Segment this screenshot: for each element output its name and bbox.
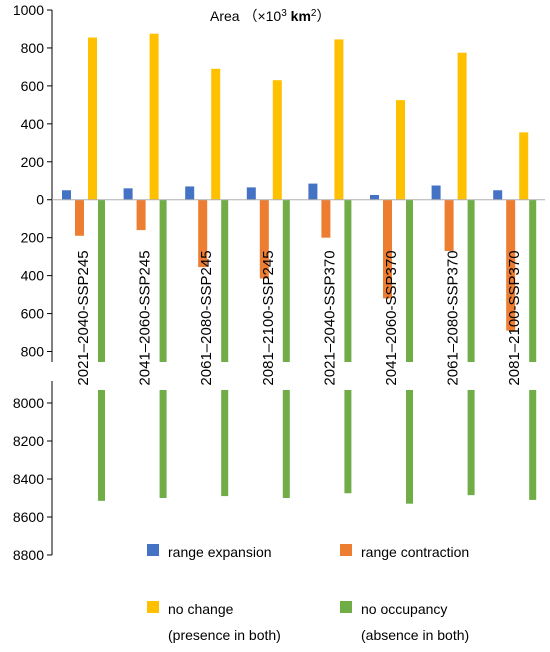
bar-2-2 bbox=[211, 68, 221, 200]
legend: range expansion range contraction no chang… bbox=[147, 544, 469, 643]
bar-0-4 bbox=[308, 183, 318, 200]
legend-swatch bbox=[340, 601, 352, 613]
upper-tick-label: 400 bbox=[21, 268, 45, 284]
chart-title-text: Area （×103 km2） bbox=[210, 8, 330, 24]
lower-tick-label: 8200 bbox=[13, 433, 44, 449]
legend-label: (absence in both) bbox=[361, 627, 469, 643]
lower-tick-label: 8800 bbox=[13, 547, 44, 563]
legend-label: range contraction bbox=[361, 544, 469, 560]
legend-label: no occupancy bbox=[361, 601, 447, 617]
category-labels-layer: 2021–2040-SSP245 2041–2060-SSP245 2061–208… bbox=[75, 250, 523, 385]
bar-1-0 bbox=[75, 199, 84, 236]
bar-2-4 bbox=[334, 39, 344, 200]
bar-1-6 bbox=[444, 199, 454, 251]
upper-tick-label: 200 bbox=[21, 154, 45, 170]
lower-tick-label: 8400 bbox=[13, 471, 44, 487]
bar-3-0-lower bbox=[98, 390, 105, 501]
chart-title: Area （×103 km2） bbox=[210, 8, 330, 24]
legend-label: no change bbox=[168, 601, 234, 617]
bar-0-5 bbox=[370, 194, 379, 200]
upper-tick-label: 200 bbox=[21, 230, 45, 246]
upper-tick-label: 0 bbox=[36, 192, 44, 208]
bar-3-3-upper bbox=[282, 199, 290, 362]
bar-2-7 bbox=[519, 132, 529, 200]
bar-2-5 bbox=[396, 100, 405, 200]
axes-layer: 1000 800 600 400 200 0 200 400 600 800 8000 8200 840… bbox=[13, 2, 545, 563]
bar-3-7-lower bbox=[529, 390, 537, 500]
upper-tick-label: 800 bbox=[21, 40, 45, 56]
category-label: 2081–2100-SSP245 bbox=[260, 250, 277, 385]
bar-3-2-upper bbox=[221, 199, 229, 362]
category-label: 2061–2080-SSP245 bbox=[198, 250, 215, 385]
category-label: 2021–2040-SSP245 bbox=[75, 250, 92, 385]
legend-swatch bbox=[340, 544, 352, 556]
category-label: 2061–2080-SSP370 bbox=[445, 250, 462, 385]
bar-3-1-upper bbox=[159, 199, 167, 362]
bar-3-6-lower bbox=[467, 390, 475, 496]
upper-tick-label: 400 bbox=[21, 116, 45, 132]
category-label: 2041–2060-SSP370 bbox=[383, 250, 400, 385]
upper-tick-label: 600 bbox=[21, 78, 45, 94]
bar-0-3 bbox=[246, 187, 256, 200]
bar-3-1-lower bbox=[159, 390, 167, 498]
bar-1-4 bbox=[321, 199, 331, 238]
bar-1-1 bbox=[136, 199, 146, 231]
upper-tick-label: 800 bbox=[21, 344, 45, 360]
category-label: 2081–2100-SSP370 bbox=[506, 250, 523, 385]
bar-3-0-upper bbox=[98, 199, 105, 362]
category-label: 2041–2060-SSP245 bbox=[137, 250, 154, 385]
bar-2-1 bbox=[149, 33, 159, 200]
bar-1-2 bbox=[198, 199, 208, 268]
bar-1-5 bbox=[383, 199, 392, 299]
legend-swatch bbox=[147, 601, 159, 613]
upper-tick-label: 1000 bbox=[13, 2, 44, 18]
bar-3-5-lower bbox=[406, 390, 413, 504]
lower-tick-label: 8600 bbox=[13, 509, 44, 525]
bar-3-5-upper bbox=[406, 199, 413, 362]
upper-tick-label: 600 bbox=[21, 306, 45, 322]
bar-3-4-lower bbox=[344, 390, 352, 494]
bar-3-2-lower bbox=[221, 390, 229, 497]
bar-3-6-upper bbox=[467, 199, 475, 362]
category-label: 2021–2040-SSP370 bbox=[321, 250, 338, 385]
bar-3-3-lower bbox=[282, 390, 290, 498]
bar-0-0 bbox=[62, 190, 71, 200]
bar-1-3 bbox=[259, 199, 269, 279]
bar-2-3 bbox=[272, 80, 282, 200]
legend-label: (presence in both) bbox=[168, 627, 281, 643]
bar-1-7 bbox=[506, 199, 516, 331]
legend-swatch bbox=[147, 544, 159, 556]
bar-0-6 bbox=[431, 185, 441, 200]
bar-0-2 bbox=[185, 186, 195, 200]
bar-3-7-upper bbox=[529, 199, 537, 362]
bar-0-7 bbox=[493, 190, 503, 200]
bar-2-0 bbox=[88, 37, 97, 200]
lower-tick-label: 8000 bbox=[13, 395, 44, 411]
bar-0-1 bbox=[123, 188, 133, 200]
legend-label: range expansion bbox=[168, 544, 272, 560]
bar-3-4-upper bbox=[344, 199, 352, 362]
bars-layer bbox=[62, 33, 537, 504]
bar-2-6 bbox=[457, 52, 467, 200]
